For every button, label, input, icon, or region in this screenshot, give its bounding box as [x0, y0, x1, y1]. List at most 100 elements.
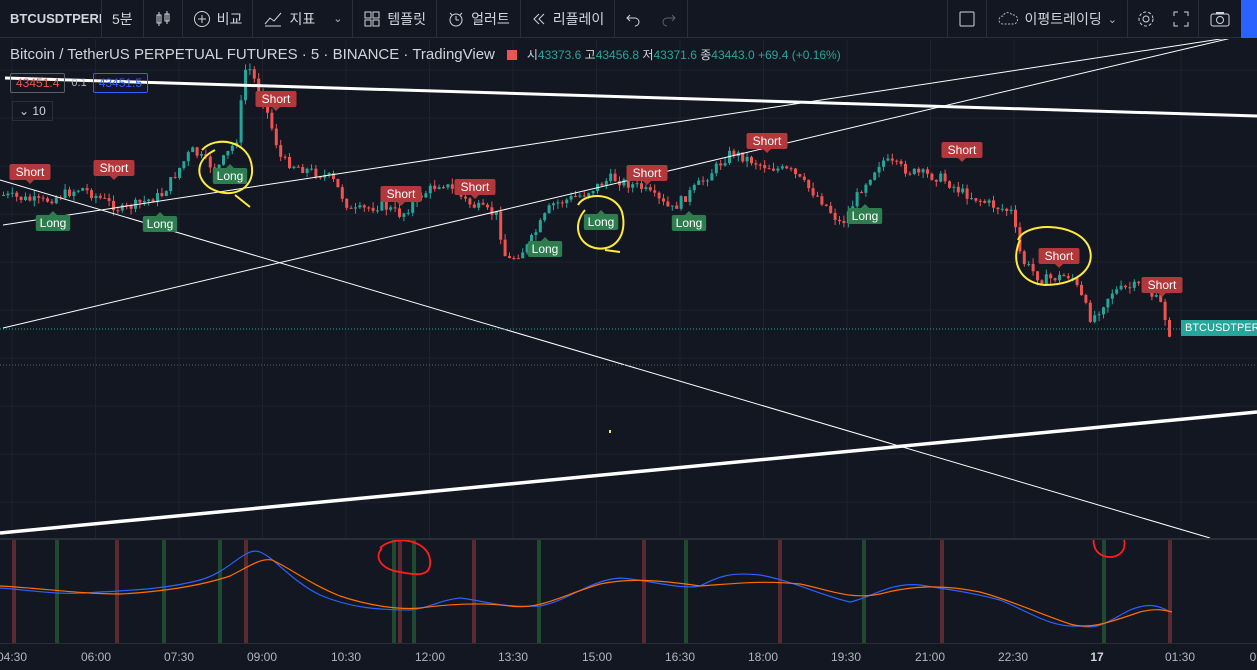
yellow-dot-annotation: [609, 430, 611, 433]
price-chart[interactable]: Short Short Short Short Short Short Short Short…: [0, 39, 1257, 539]
yellow-circle-annotation[interactable]: [198, 140, 254, 208]
candle-body: [864, 184, 868, 193]
low-key: 저: [642, 48, 654, 62]
candle-body: [393, 207, 397, 209]
red-circle-annotation[interactable]: [377, 540, 431, 576]
candle-body: [970, 198, 973, 200]
pane-separator[interactable]: [0, 538, 1257, 540]
camera-icon: [1210, 12, 1230, 27]
candle-body: [28, 196, 32, 201]
time-axis-label: 18:00: [747, 650, 779, 664]
candle-body: [952, 186, 956, 188]
candles-icon: [156, 10, 170, 26]
long-signal-tag: Long: [142, 212, 178, 232]
replay-button[interactable]: 리플레이: [521, 0, 616, 38]
candle-body: [992, 200, 995, 208]
candle-body: [156, 193, 159, 203]
candle-body: [354, 207, 357, 209]
candle-body: [978, 200, 982, 202]
indicator-count-toggle[interactable]: ⌄ 10: [12, 101, 53, 121]
candle-body: [327, 173, 331, 175]
candle-body: [288, 156, 291, 169]
candle-body: [842, 221, 846, 224]
trend-line-descending[interactable]: [0, 179, 1211, 539]
chart-title[interactable]: Bitcoin / TetherUS PERPETUAL FUTURES · 5…: [10, 46, 495, 63]
candle-body: [622, 179, 626, 186]
candle-body: [1036, 271, 1039, 281]
candle-body: [741, 152, 745, 162]
candle-body: [279, 145, 283, 157]
undo-button[interactable]: [615, 0, 651, 38]
short-signal-bar: [244, 540, 248, 643]
interval-button[interactable]: 5분: [102, 0, 144, 38]
candle-body: [917, 168, 921, 173]
candle-body: [72, 191, 76, 197]
candle-body: [943, 173, 947, 182]
candle-body: [670, 205, 674, 207]
candle-body: [1018, 227, 1022, 252]
redo-button[interactable]: [651, 0, 689, 38]
candle-body: [578, 195, 582, 197]
buy-button[interactable]: 43451.5: [92, 73, 149, 93]
candle-body: [688, 190, 692, 202]
templates-label: 템플릿: [387, 10, 427, 27]
red-circle-annotation[interactable]: [1082, 540, 1126, 558]
time-axis-label: 09:00: [246, 650, 278, 664]
candle-body: [1128, 287, 1132, 289]
short-signal-tag: Short: [626, 165, 668, 185]
trend-line-lower-thick[interactable]: [0, 410, 1257, 535]
fullscreen-button[interactable]: [1164, 0, 1199, 38]
candle-body: [833, 212, 837, 220]
candle-body: [1049, 274, 1053, 279]
trend-line-channel-a[interactable]: [2, 39, 1240, 226]
flag-icon[interactable]: [506, 49, 517, 60]
long-signal-bar: [862, 540, 866, 643]
yellow-circle-annotation[interactable]: [576, 194, 625, 253]
candle-body: [710, 173, 714, 181]
settings-button[interactable]: [1128, 0, 1164, 38]
short-signal-tag: Short: [380, 186, 422, 206]
signal-label: Long: [676, 216, 703, 230]
templates-button[interactable]: 템플릿: [353, 0, 438, 38]
alert-button[interactable]: 얼러트: [437, 0, 521, 38]
candle-body: [349, 207, 353, 209]
high-key: 고: [584, 48, 596, 62]
annotations[interactable]: [198, 140, 1092, 433]
candle-body: [112, 200, 115, 211]
symbol-search-button[interactable]: BTCUSDTPERP: [0, 0, 102, 38]
close-key: 종: [700, 48, 712, 62]
candle-body: [76, 190, 80, 192]
candle-body: [890, 158, 894, 161]
candle-body: [714, 163, 718, 174]
candle-body: [138, 199, 142, 203]
candle-body: [587, 193, 591, 197]
layout-button[interactable]: [946, 0, 987, 38]
trend-line-upper-thick[interactable]: [4, 76, 1257, 118]
short-signal-tag: Short: [454, 179, 496, 199]
candle-body: [1027, 263, 1031, 265]
candle-body: [626, 179, 630, 188]
compare-button[interactable]: 비교: [183, 0, 254, 38]
indicator-pane[interactable]: [0, 540, 1257, 643]
candle-body: [173, 177, 177, 179]
chart-type-button[interactable]: [144, 0, 183, 38]
publish-button[interactable]: [1241, 0, 1257, 38]
toolbar-right-group: 이평트레이딩 ⌄: [946, 0, 1257, 38]
signal-label: Short: [1045, 249, 1074, 263]
long-signal-bar: [1102, 540, 1106, 643]
candle-body: [807, 179, 811, 189]
candle-body: [772, 168, 775, 171]
sell-button[interactable]: 43451.4: [10, 73, 66, 93]
candle-body: [332, 173, 335, 179]
candle-body: [442, 187, 445, 189]
indicators-button[interactable]: 지표 ⌄: [253, 0, 354, 38]
candle-body: [758, 164, 762, 166]
candle-body: [631, 184, 635, 188]
trend-lines[interactable]: [0, 39, 1257, 539]
screenshot-button[interactable]: [1199, 0, 1241, 38]
layout-name-button[interactable]: 이평트레이딩 ⌄: [987, 0, 1128, 38]
time-axis[interactable]: 04:30 06:00 07:30 09:00 10:30 12:00 13:30 15:00…: [0, 643, 1257, 670]
yellow-circle-annotation[interactable]: [1015, 226, 1092, 287]
candle-body: [481, 202, 485, 205]
candle-body: [877, 166, 881, 173]
